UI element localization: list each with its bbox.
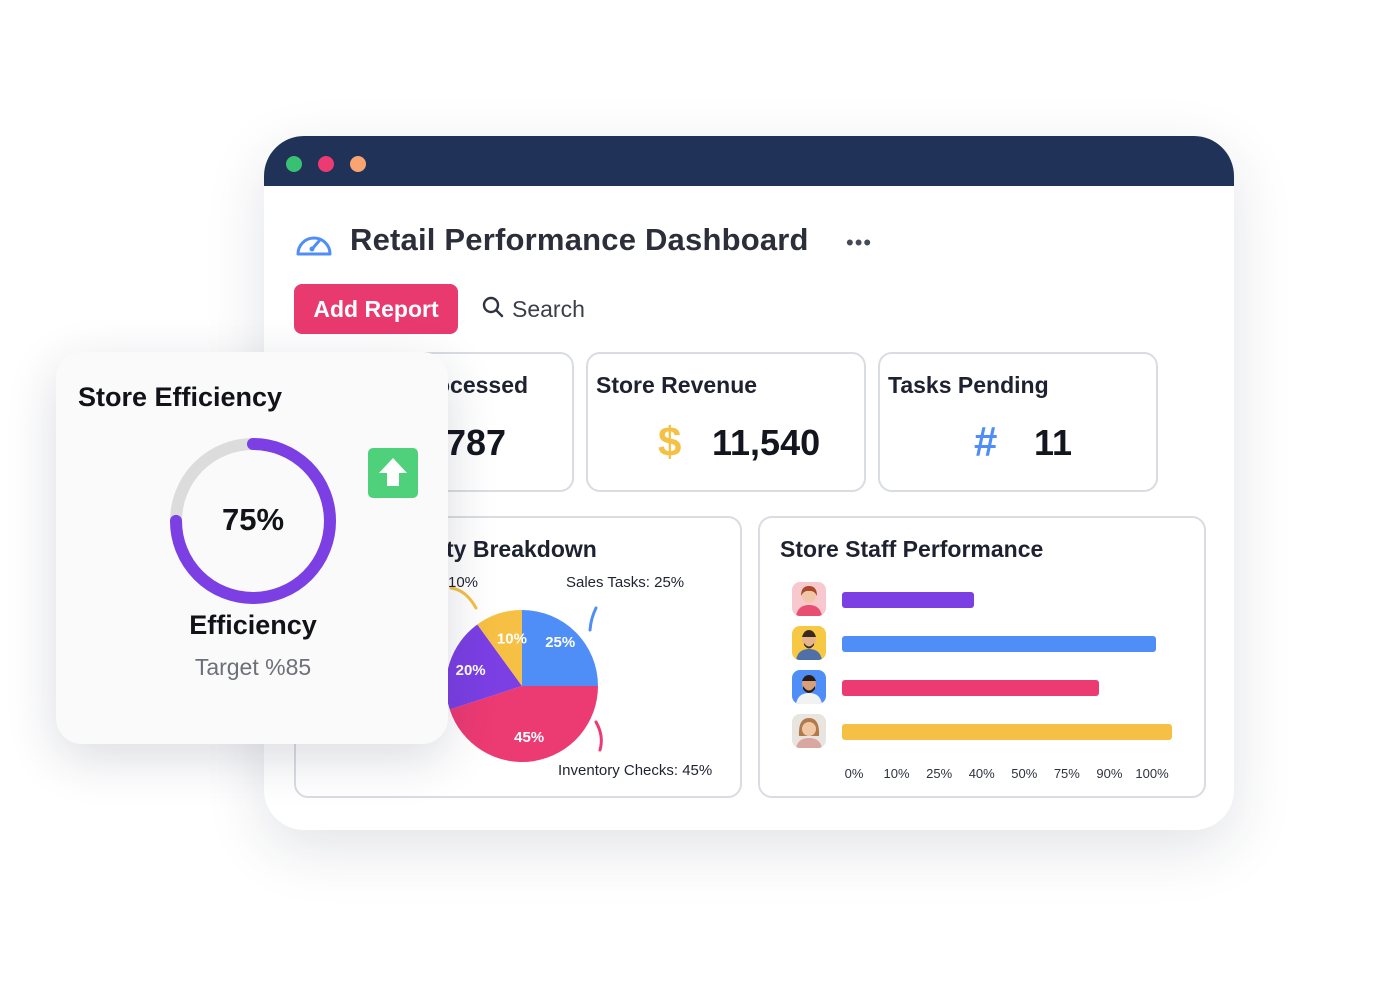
- more-options-icon[interactable]: •••: [846, 230, 873, 255]
- staff-bar: [842, 680, 1100, 696]
- stat-card-title: ocessed: [436, 372, 529, 398]
- efficiency-percent: 75%: [221, 502, 285, 537]
- store-efficiency-card: Store Efficiency 75% Efficiency Target %…: [56, 352, 448, 744]
- staff-bar: [842, 636, 1156, 652]
- window-dot-red[interactable]: [318, 156, 334, 172]
- breakdown-title: ty Breakdown: [446, 536, 597, 562]
- stat-card-value: 11: [1034, 422, 1073, 463]
- axis-tick-label: 100%: [1135, 766, 1169, 781]
- axis-tick-label: 0%: [844, 766, 864, 781]
- efficiency-title: Store Efficiency: [78, 382, 283, 412]
- avatar: [792, 582, 826, 616]
- axis-tick-label: 75%: [1053, 766, 1080, 781]
- axis-tick-label: 40%: [968, 766, 995, 781]
- pie-label-inventory: Inventory Checks: 45%: [558, 762, 713, 779]
- search-box[interactable]: Search: [482, 292, 585, 326]
- pie-label-10: 10%: [448, 574, 479, 591]
- avatar: [792, 670, 826, 704]
- stat-card-store-revenue: Store Revenue $ 11,540: [586, 352, 866, 492]
- stat-card-title: Store Revenue: [596, 372, 758, 398]
- staff-bar: [842, 724, 1172, 740]
- stat-card-value: 787: [446, 422, 507, 463]
- stat-card-title: Tasks Pending: [888, 372, 1049, 398]
- axis-tick-label: 90%: [1096, 766, 1123, 781]
- add-report-button[interactable]: Add Report: [294, 284, 458, 334]
- pie-slice-label: 20%: [456, 662, 486, 679]
- pie-slice: [522, 610, 598, 686]
- leader-line-yellow: [449, 586, 478, 610]
- staff-title: Store Staff Performance: [780, 536, 1044, 562]
- pie-slice-label: 25%: [545, 634, 575, 651]
- axis-tick-label: 10%: [883, 766, 910, 781]
- efficiency-progress-ring: [170, 438, 336, 604]
- pie-slice: [449, 686, 598, 762]
- axis-tick-label: 25%: [926, 766, 953, 781]
- avatar: [792, 714, 826, 748]
- stat-card-value: 11,540: [712, 422, 821, 463]
- pie-slice-label: 45%: [514, 729, 544, 746]
- arrow-up-icon: [368, 448, 418, 498]
- dollar-icon: $: [658, 418, 682, 465]
- leader-line-blue: [588, 606, 598, 632]
- ring-progress: [170, 438, 336, 604]
- efficiency-target: Target %85: [194, 654, 312, 680]
- speedometer-icon: [294, 224, 334, 260]
- pie-slice: [446, 624, 522, 710]
- hash-icon: #: [974, 418, 998, 465]
- window-dot-orange[interactable]: [350, 156, 366, 172]
- search-placeholder: Search: [512, 295, 585, 322]
- search-icon: [482, 296, 504, 323]
- efficiency-label: Efficiency: [189, 610, 317, 640]
- page-title: Retail Performance Dashboard: [350, 222, 809, 257]
- leader-line-pink: [594, 720, 603, 752]
- breakdown-pie-chart: 25% 45% 20% 10%: [446, 586, 603, 762]
- axis-tick-label: 50%: [1011, 766, 1038, 781]
- window-titlebar: [264, 136, 1234, 186]
- avatar: [792, 626, 826, 660]
- staff-performance-card: Store Staff Performance 0% 10% 25% 40% 50% 75…: [758, 516, 1206, 798]
- window-dot-green[interactable]: [286, 156, 302, 172]
- pie-label-sales: Sales Tasks: 25%: [566, 574, 685, 591]
- pie-slice-label: 10%: [497, 631, 527, 648]
- pie-slice: [477, 610, 522, 686]
- stat-card-tasks-pending: Tasks Pending # 11: [878, 352, 1158, 492]
- staff-bar: [842, 592, 974, 608]
